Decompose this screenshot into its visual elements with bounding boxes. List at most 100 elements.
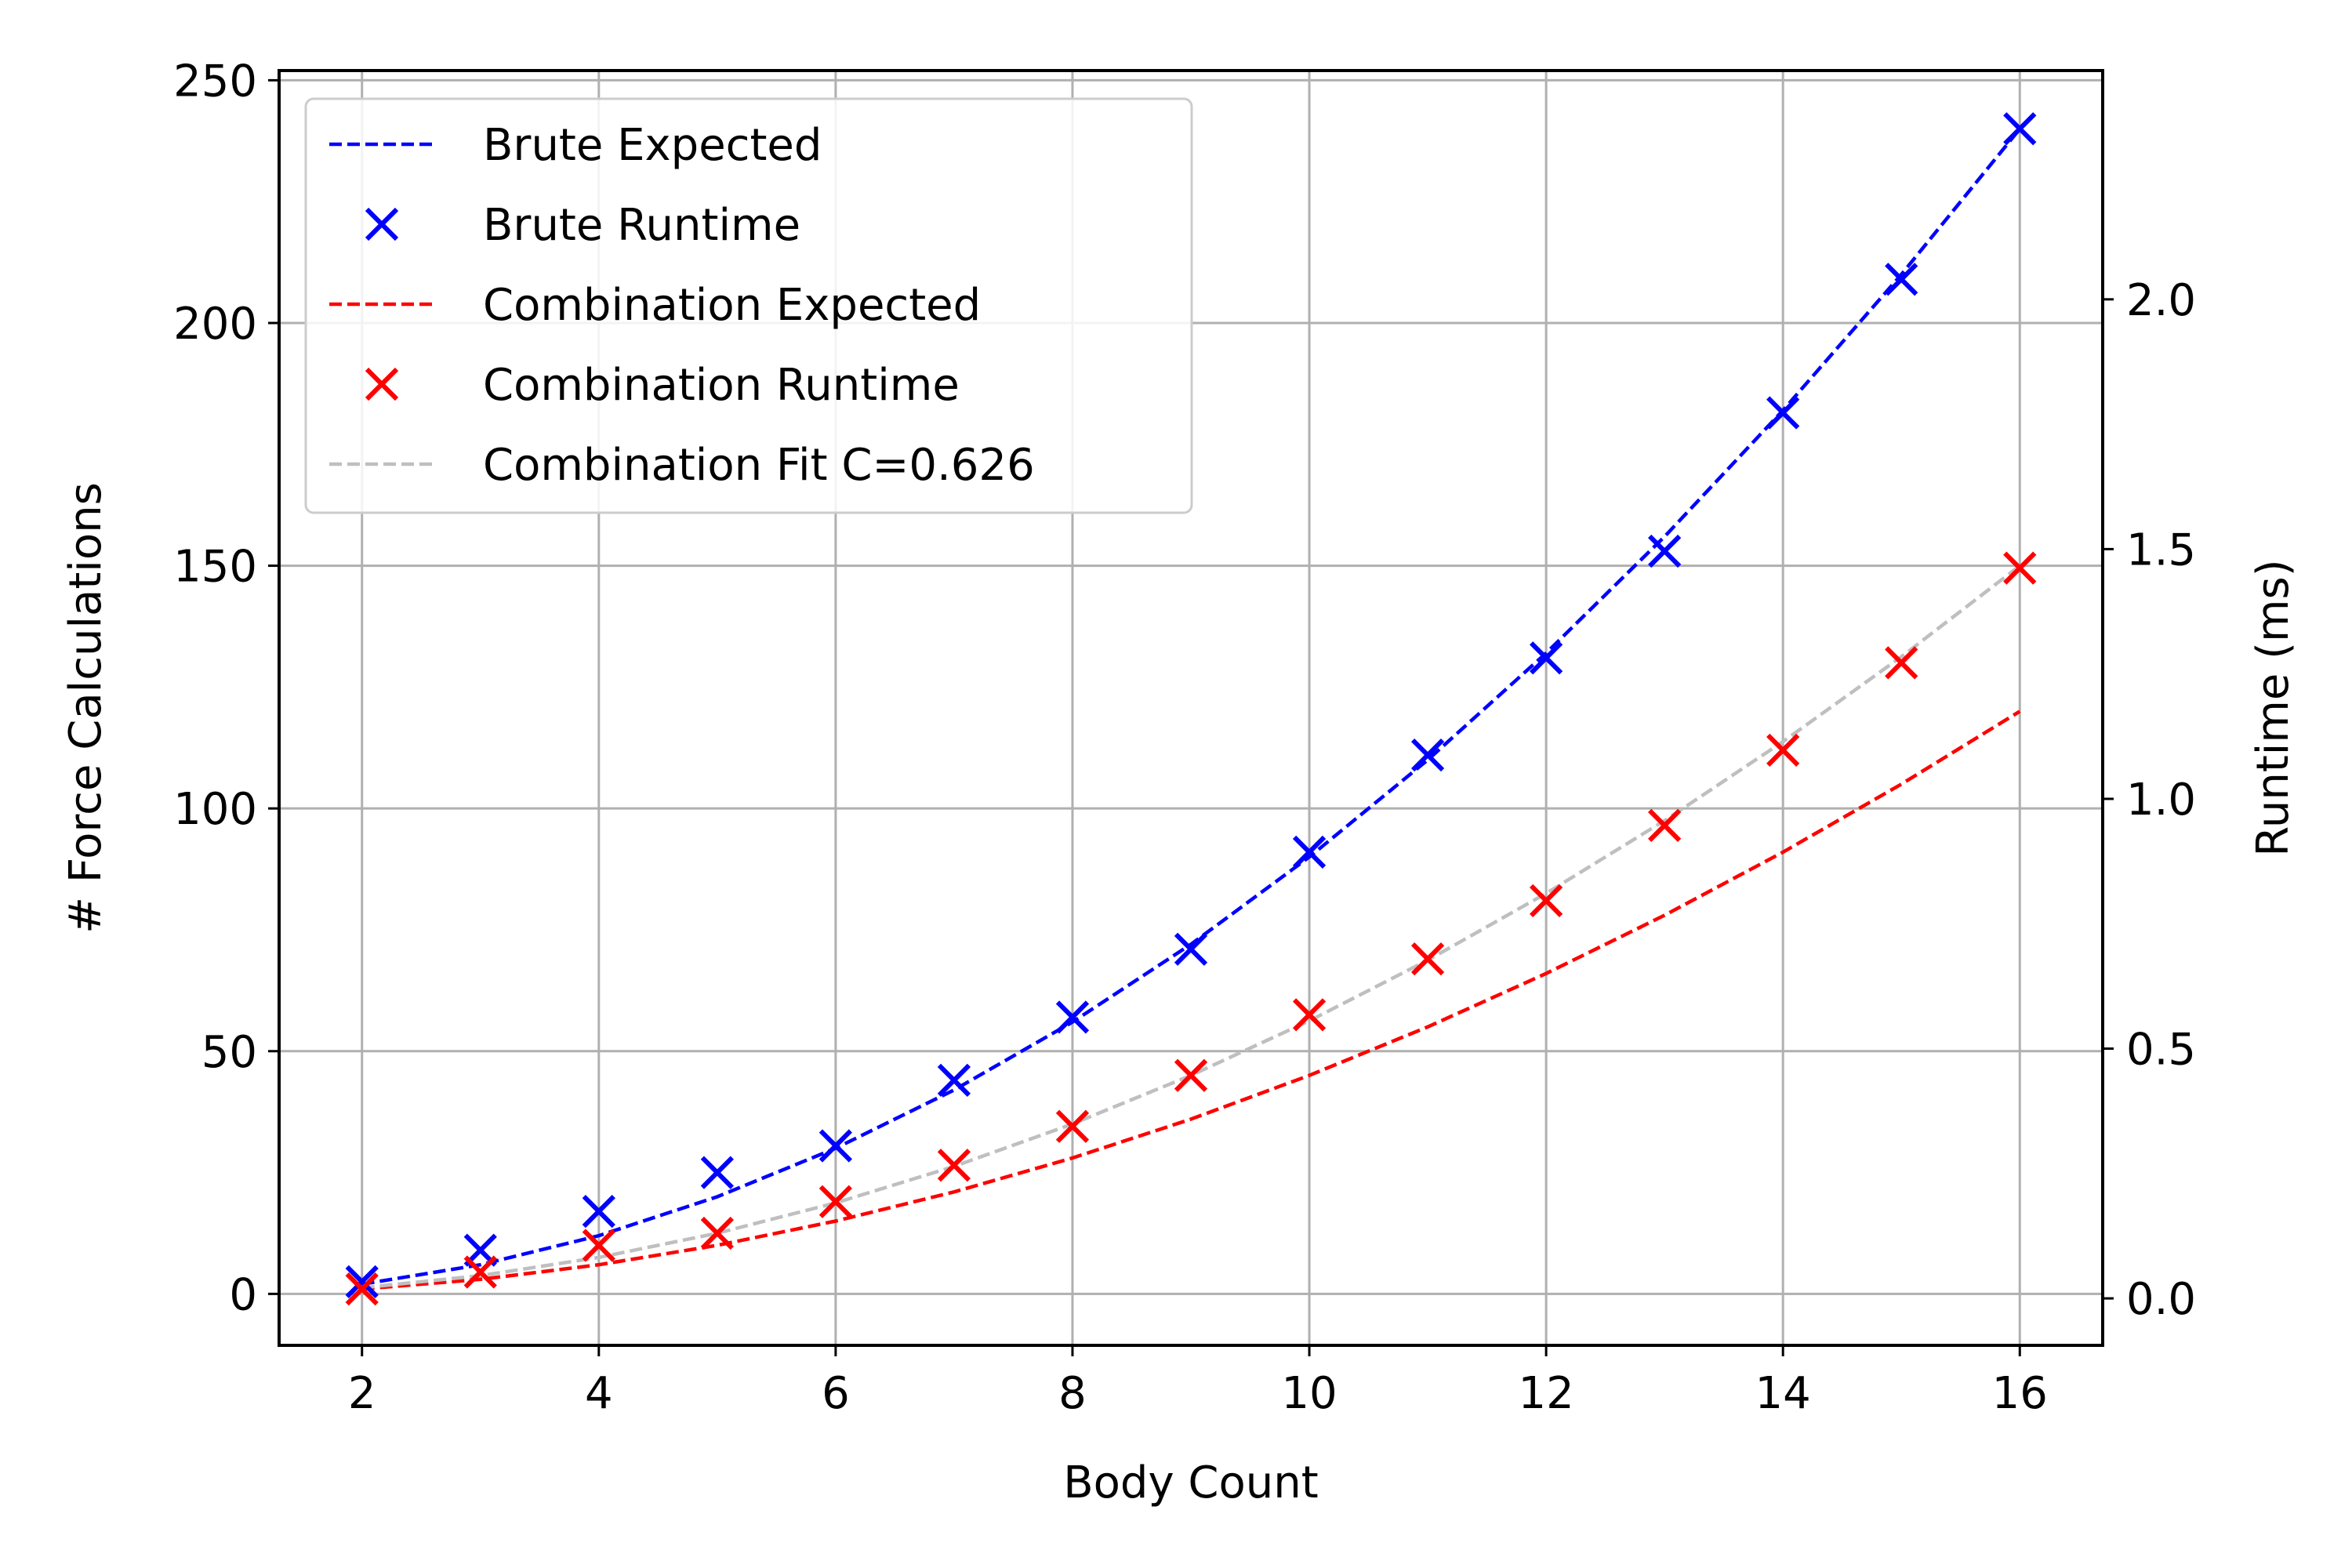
marker-stroke (1648, 808, 1682, 842)
marker-stroke (365, 207, 399, 241)
marker-stroke (1055, 1109, 1090, 1143)
axis-ticks: 2 4 6 8 10 12 14 16 0 50 100 150 200 250 0.0 0.5 1.0 1.5 2… (173, 56, 2196, 1419)
y-tick-label: 250 (173, 56, 257, 107)
data-point (1885, 646, 1918, 680)
data-point (1292, 998, 1327, 1032)
marker-stroke (365, 367, 399, 401)
marker-stroke (345, 1265, 379, 1299)
marker-stroke (1410, 942, 1445, 976)
marker-stroke (700, 1216, 734, 1250)
legend: Brute Expected Brute Runtime Combination E… (304, 97, 1193, 514)
marker-stroke (1766, 396, 1800, 430)
legend-entry: Combination Runtime (365, 360, 960, 411)
x-tick-label: 14 (1755, 1368, 1811, 1419)
marker-stroke (2003, 551, 2037, 585)
legend-entry: Brute Expected (329, 120, 822, 171)
data-point (700, 1216, 734, 1250)
data-point (1055, 1109, 1090, 1143)
marker-stroke (1529, 641, 1563, 675)
y-tick-label: 0 (229, 1269, 257, 1320)
y-tick-label: 150 (173, 542, 257, 593)
marker-stroke (1174, 932, 1208, 966)
marker-stroke (1292, 998, 1327, 1032)
y2-tick-label: 1.5 (2126, 524, 2196, 575)
y2-tick-label: 1.0 (2126, 775, 2196, 826)
legend-box (304, 97, 1193, 514)
legend-entry: Combination Expected (329, 280, 981, 331)
plot-frame (278, 69, 2104, 1347)
marker-stroke (2003, 112, 2037, 146)
data-point (1292, 835, 1327, 869)
x-tick-label: 16 (1992, 1368, 2048, 1419)
data-point (937, 1149, 971, 1182)
data-point (700, 1156, 734, 1189)
data-point (1648, 534, 1682, 568)
legend-label: Brute Expected (483, 120, 822, 171)
x-tick-label: 10 (1281, 1368, 1337, 1419)
plot-series (345, 112, 2037, 1306)
data-point (818, 1129, 853, 1163)
data-point (1885, 263, 1918, 296)
data-point (345, 1272, 379, 1306)
legend-marker-swatch (365, 207, 399, 241)
marker-stroke (582, 1229, 615, 1262)
y-tick-label: 50 (201, 1027, 257, 1078)
marker-stroke (1055, 1000, 1090, 1034)
y-axis-title: # Force Calculations (60, 482, 111, 934)
data-point (582, 1229, 615, 1262)
series-combination-expected (361, 710, 2021, 1291)
marker-stroke (1529, 884, 1563, 917)
data-point (582, 1194, 615, 1229)
legend-label: Combination Expected (483, 280, 981, 331)
x-tick-label: 2 (348, 1368, 376, 1419)
data-point (1174, 932, 1208, 966)
data-point (1174, 1058, 1208, 1092)
series-brute-expected (361, 127, 2022, 1287)
marker-stroke (1648, 534, 1682, 568)
marker-stroke (937, 1149, 971, 1182)
data-point (1410, 942, 1445, 976)
legend-entry: Brute Runtime (365, 200, 800, 251)
legend-entry: Combination Fit C=0.626 (329, 440, 1035, 491)
y2-tick-label: 2.0 (2126, 275, 2196, 326)
marker-stroke (582, 1194, 615, 1229)
marker-stroke (345, 1272, 379, 1306)
marker-stroke (818, 1185, 853, 1218)
data-point (1529, 641, 1563, 675)
marker-stroke (1292, 835, 1327, 869)
series-combination-runtime (345, 551, 2037, 1306)
marker-stroke (1885, 263, 1918, 296)
data-point (818, 1185, 853, 1218)
data-point (1648, 808, 1682, 842)
data-point (1529, 884, 1563, 917)
y-tick-label: 200 (173, 299, 257, 350)
marker-stroke (700, 1156, 734, 1189)
series-line (361, 127, 2022, 1287)
x-tick-label: 12 (1518, 1368, 1573, 1419)
y2-tick-label: 0.5 (2126, 1025, 2196, 1076)
x-axis-title: Body Count (1063, 1457, 1318, 1508)
marker-stroke (463, 1255, 497, 1289)
data-point (463, 1255, 497, 1289)
data-point (2003, 112, 2037, 146)
y2-axis-title: Runtime (ms) (2248, 559, 2299, 856)
data-point (1766, 733, 1800, 767)
legend-label: Combination Fit C=0.626 (483, 440, 1035, 491)
legend-label: Brute Runtime (483, 200, 800, 251)
marker-stroke (1766, 733, 1800, 767)
y2-tick-label: 0.0 (2126, 1274, 2196, 1325)
series-line (361, 710, 2021, 1291)
marker-stroke (1410, 738, 1445, 772)
x-tick-label: 4 (585, 1368, 613, 1419)
marker-stroke (937, 1063, 971, 1098)
series-combination-fit-c-0-626 (361, 564, 2021, 1290)
legend-marker-swatch (365, 367, 399, 401)
series-line (361, 564, 2021, 1290)
marker-stroke (1885, 646, 1918, 680)
y-tick-label: 100 (173, 784, 257, 835)
data-point (345, 1265, 379, 1299)
data-point (937, 1063, 971, 1098)
x-tick-label: 8 (1058, 1368, 1087, 1419)
